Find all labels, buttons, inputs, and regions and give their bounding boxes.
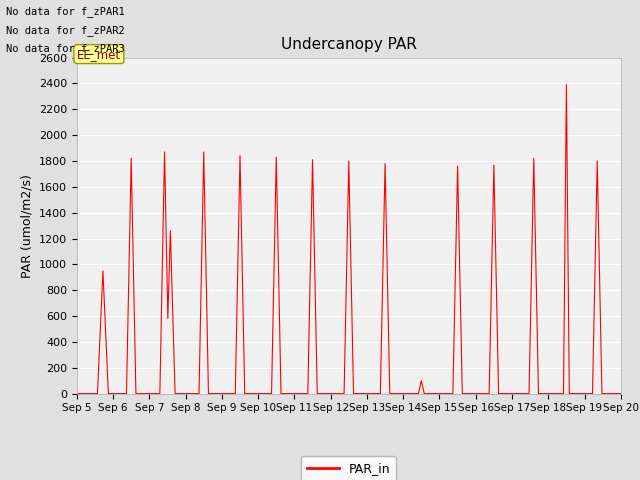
Text: EE_met: EE_met <box>77 48 121 60</box>
Title: Undercanopy PAR: Undercanopy PAR <box>281 37 417 52</box>
Legend: PAR_in: PAR_in <box>301 456 397 480</box>
Y-axis label: PAR (umol/m2/s): PAR (umol/m2/s) <box>20 174 33 277</box>
Text: No data for f_zPAR1: No data for f_zPAR1 <box>6 6 125 17</box>
Text: No data for f_zPAR3: No data for f_zPAR3 <box>6 43 125 54</box>
Text: No data for f_zPAR2: No data for f_zPAR2 <box>6 24 125 36</box>
